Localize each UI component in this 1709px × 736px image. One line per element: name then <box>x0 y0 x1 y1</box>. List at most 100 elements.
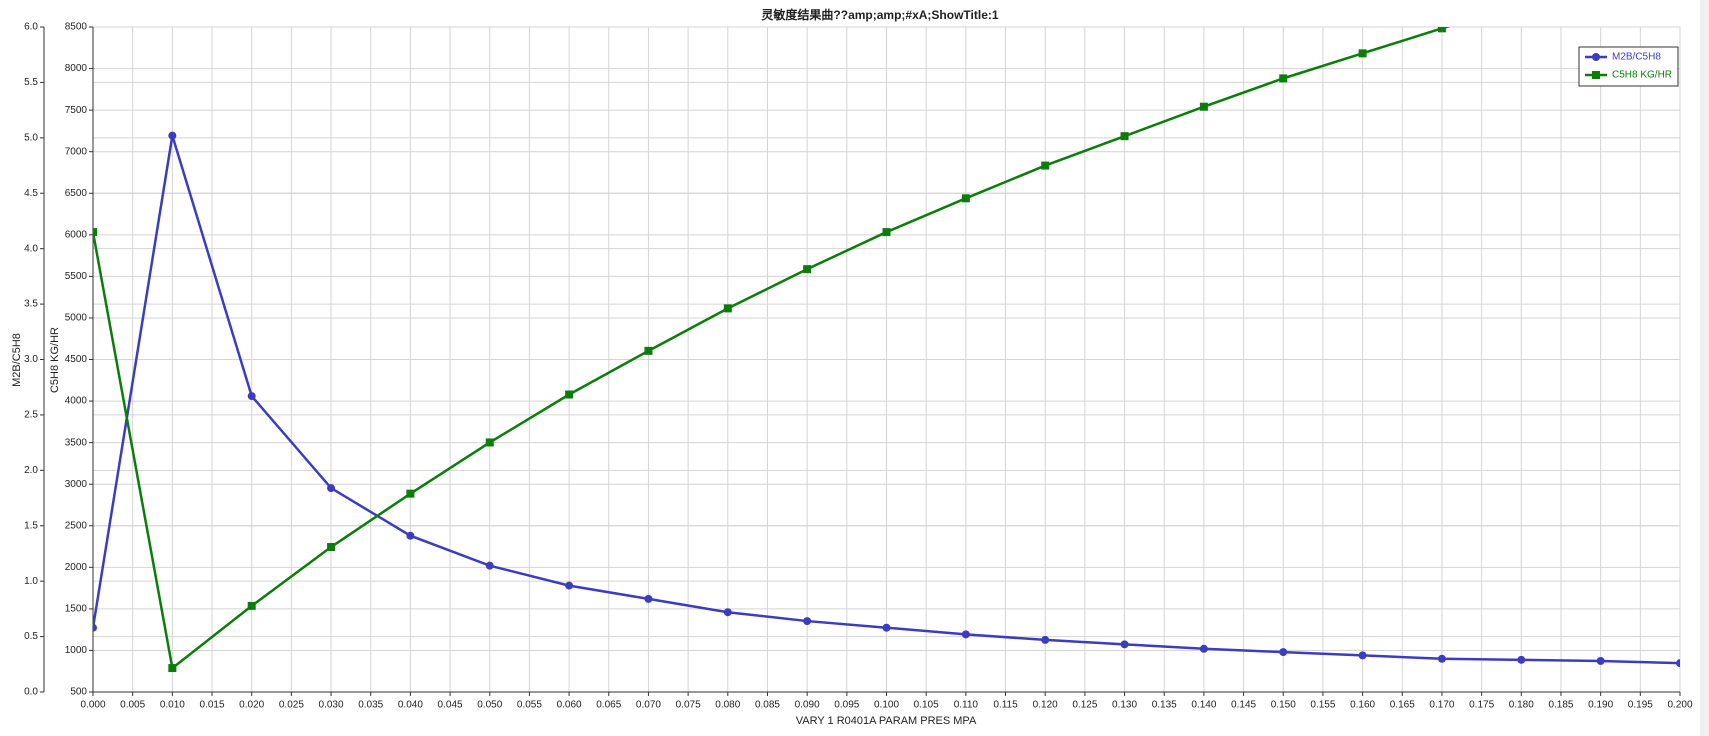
y-tick-label: 5.0 <box>24 132 38 143</box>
chart-title: 灵敏度结果曲??amp;amp;#xA;ShowTitle:1 <box>761 7 998 22</box>
y2-tick-label: 6500 <box>65 188 88 199</box>
y2-tick-label: 1000 <box>65 645 88 656</box>
y2-tick-label: 5500 <box>65 271 88 282</box>
y-tick-label: 0.0 <box>24 687 38 698</box>
y-tick-label: 1.0 <box>24 576 38 587</box>
data-point <box>327 543 336 552</box>
x-tick-label: 0.070 <box>636 700 661 711</box>
x-tick-label: 0.010 <box>160 700 185 711</box>
x-tick-label: 0.035 <box>358 700 383 711</box>
data-point <box>485 438 494 447</box>
x-tick-label: 0.165 <box>1390 700 1415 711</box>
x-tick-label: 0.150 <box>1271 700 1296 711</box>
data-point <box>961 630 970 639</box>
data-point <box>1437 654 1446 663</box>
x-tick-label: 0.180 <box>1509 700 1534 711</box>
data-point <box>406 489 415 498</box>
data-point <box>803 265 812 274</box>
data-point <box>882 623 891 632</box>
data-point <box>565 390 574 399</box>
x-tick-label: 0.005 <box>120 700 145 711</box>
x-tick-label: 0.080 <box>715 700 740 711</box>
data-point <box>406 531 415 540</box>
x-tick-label: 0.095 <box>834 700 859 711</box>
data-point <box>1199 102 1208 111</box>
y2-tick-label: 2500 <box>65 520 88 531</box>
y2-tick-label: 4500 <box>65 354 88 365</box>
y-axis-title: M2B/C5H8 <box>11 333 23 387</box>
y-tick-label: 6.0 <box>24 22 38 33</box>
y2-tick-label: 6000 <box>65 229 88 240</box>
x-tick-label: 0.090 <box>795 700 820 711</box>
x-tick-label: 0.120 <box>1033 700 1058 711</box>
x-tick-label: 0.135 <box>1152 700 1177 711</box>
data-point <box>93 228 97 237</box>
data-point <box>1199 644 1208 653</box>
data-point <box>1437 27 1446 33</box>
x-tick-label: 0.125 <box>1072 700 1097 711</box>
x-tick-label: 0.020 <box>239 700 264 711</box>
x-tick-label: 0.145 <box>1231 700 1256 711</box>
x-tick-label: 0.160 <box>1350 700 1375 711</box>
legend-marker <box>1592 53 1600 61</box>
data-point <box>723 608 732 617</box>
y2-tick-label: 5000 <box>65 313 88 324</box>
data-point <box>327 484 336 493</box>
y2-axis-title: C5H8 KG/HR <box>49 327 61 393</box>
data-point <box>1358 651 1367 660</box>
legend-marker <box>1592 71 1600 79</box>
x-tick-label: 0.115 <box>993 700 1018 711</box>
y-tick-label: 0.5 <box>24 631 38 642</box>
y2-tick-label: 7000 <box>65 146 88 157</box>
data-point <box>93 623 97 632</box>
y2-tick-label: 4000 <box>65 396 88 407</box>
data-point <box>723 304 732 313</box>
y-tick-label: 4.5 <box>24 188 38 199</box>
y2-tick-label: 3000 <box>65 479 88 490</box>
y-tick-label: 1.5 <box>24 520 38 531</box>
data-point <box>1120 640 1129 649</box>
data-point <box>1676 659 1680 668</box>
data-point <box>882 228 891 237</box>
legend-label: C5H8 KG/HR <box>1612 70 1672 81</box>
data-point <box>803 617 812 626</box>
legend-label: M2B/C5H8 <box>1612 52 1661 63</box>
y-tick-label: 2.0 <box>24 465 38 476</box>
data-point <box>247 392 256 401</box>
x-tick-label: 0.100 <box>874 700 899 711</box>
x-tick-label: 0.085 <box>755 700 780 711</box>
y2-tick-label: 2000 <box>65 562 88 573</box>
scrollbar <box>1700 0 1709 736</box>
y2-tick-label: 8000 <box>65 63 88 74</box>
x-tick-label: 0.200 <box>1667 700 1692 711</box>
y2-tick-label: 500 <box>70 687 87 698</box>
data-point <box>168 131 177 140</box>
data-point <box>565 581 574 590</box>
x-axis-title: VARY 1 R0401A PARAM PRES MPA <box>796 715 977 727</box>
x-tick-label: 0.185 <box>1548 700 1573 711</box>
data-point <box>168 664 177 673</box>
x-tick-label: 0.170 <box>1429 700 1454 711</box>
x-tick-label: 0.075 <box>676 700 701 711</box>
y-tick-label: 5.5 <box>24 77 38 88</box>
x-tick-label: 0.060 <box>557 700 582 711</box>
y-tick-label: 3.0 <box>24 354 38 365</box>
data-point <box>644 346 653 355</box>
data-point <box>1041 161 1050 170</box>
x-tick-label: 0.045 <box>438 700 463 711</box>
data-point <box>1596 656 1605 665</box>
data-point <box>961 194 970 203</box>
x-tick-label: 0.040 <box>398 700 423 711</box>
x-tick-label: 0.015 <box>200 700 225 711</box>
x-tick-label: 0.155 <box>1310 700 1335 711</box>
x-tick-label: 0.175 <box>1469 700 1494 711</box>
x-tick-label: 0.195 <box>1628 700 1653 711</box>
data-point <box>247 601 256 610</box>
data-point <box>1517 655 1526 664</box>
x-tick-label: 0.140 <box>1191 700 1216 711</box>
x-tick-label: 0.110 <box>954 700 979 711</box>
y2-tick-label: 7500 <box>65 105 88 116</box>
x-tick-label: 0.025 <box>279 700 304 711</box>
data-point <box>485 561 494 570</box>
data-point <box>1279 74 1288 83</box>
